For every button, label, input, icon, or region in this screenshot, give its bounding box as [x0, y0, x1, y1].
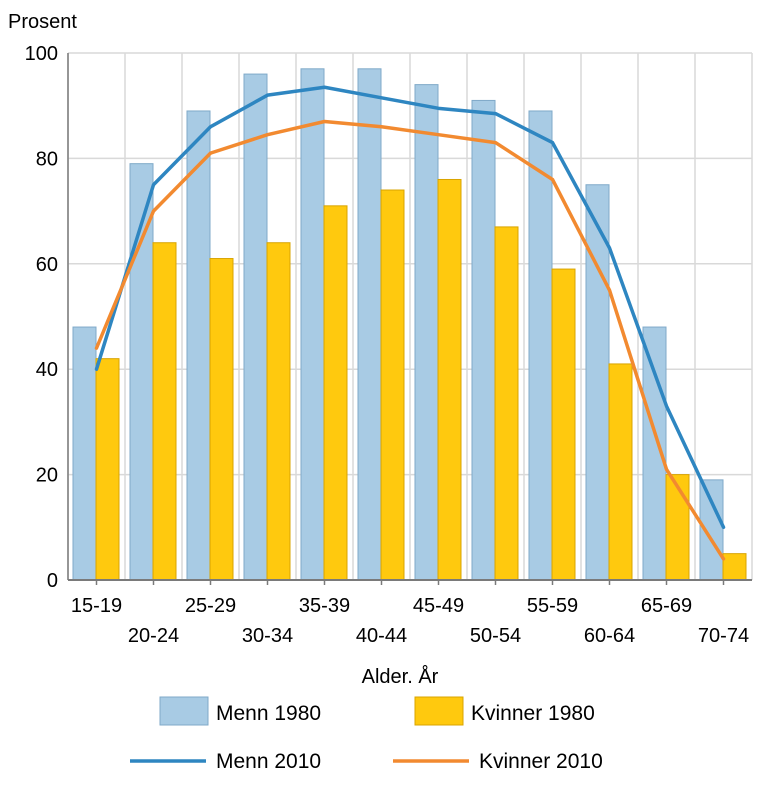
x-tick-label: 65-69 — [641, 595, 692, 617]
x-tick-label: 70-74 — [698, 625, 749, 647]
bars — [72, 68, 747, 581]
bar — [357, 68, 382, 581]
x-tick-label: 20-24 — [128, 625, 179, 647]
bar — [471, 99, 496, 581]
legend-label: Menn 2010 — [216, 750, 321, 773]
x-axis-title: Alder. År — [362, 665, 439, 688]
legend-item: Menn 1980 — [159, 696, 321, 726]
x-tick-label: 50-54 — [470, 625, 521, 647]
x-tick-label: 15-19 — [71, 595, 122, 617]
bar — [665, 474, 690, 581]
y-tick-label: 0 — [47, 570, 58, 592]
bar — [209, 258, 234, 581]
series-line — [94, 119, 726, 561]
bar — [528, 110, 553, 581]
bar — [186, 110, 211, 581]
bar — [323, 205, 348, 581]
lines — [94, 85, 726, 561]
y-tick-label: 20 — [36, 465, 58, 487]
x-tick-label: 25-29 — [185, 595, 236, 617]
x-tick-label: 55-59 — [527, 595, 578, 617]
x-tick-labels: 15-19 20-24 25-29 30-34 35-39 40-44 45-49 50-54… — [71, 595, 749, 647]
y-axis-title: Prosent — [8, 11, 77, 33]
x-tick-label: 60-64 — [584, 625, 635, 647]
legend-label: Kvinner 2010 — [479, 750, 603, 773]
x-tick-label: 35-39 — [299, 595, 350, 617]
legend-item: Kvinner 2010 — [393, 750, 603, 773]
legend-swatch — [159, 696, 209, 726]
bar — [72, 326, 97, 581]
bar — [608, 363, 633, 581]
legend-swatch — [414, 696, 464, 726]
y-tick-label: 40 — [36, 359, 58, 381]
bar — [300, 68, 325, 581]
x-tick-label: 45-49 — [413, 595, 464, 617]
bar — [152, 242, 177, 581]
legend-label: Kvinner 1980 — [471, 702, 595, 725]
bar — [494, 226, 519, 581]
legend: Menn 1980 Kvinner 1980 Menn 2010 Kvinner 20… — [130, 696, 603, 773]
bar — [95, 358, 120, 581]
legend-item: Menn 2010 — [130, 750, 321, 773]
y-tick-label: 100 — [25, 43, 58, 65]
x-tick-label: 40-44 — [356, 625, 407, 647]
bar — [551, 268, 576, 581]
bar — [722, 553, 747, 581]
y-tick-label: 80 — [36, 148, 58, 170]
bar — [414, 84, 439, 581]
bar — [437, 178, 462, 581]
bar — [266, 242, 291, 581]
legend-label: Menn 1980 — [216, 702, 321, 725]
bar — [380, 189, 405, 581]
x-tick-label: 30-34 — [242, 625, 293, 647]
axes — [67, 53, 752, 585]
y-tick-label: 60 — [36, 254, 58, 276]
bar — [243, 73, 268, 581]
legend-item: Kvinner 1980 — [414, 696, 595, 726]
y-tick-labels: 0 20 40 60 80 100 — [25, 43, 58, 592]
series-line — [94, 85, 726, 530]
